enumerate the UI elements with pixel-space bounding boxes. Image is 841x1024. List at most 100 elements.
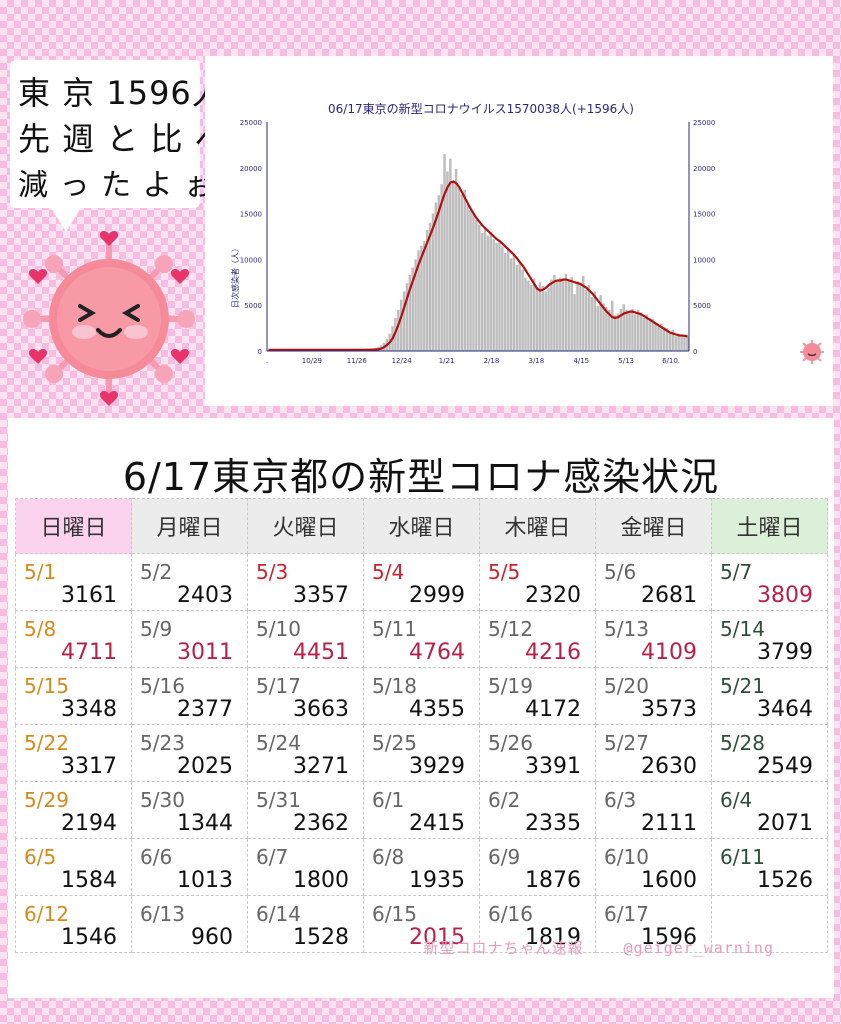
x-tick-label: . (266, 357, 268, 365)
y-tick-label-left: 25000 (240, 119, 262, 127)
bar (535, 288, 539, 351)
cell-value: 4355 (409, 697, 465, 722)
bar (544, 291, 547, 351)
day-cell: 6/5 1584 (15, 838, 132, 896)
bar (573, 294, 576, 351)
x-tick-label: 2/18 (484, 357, 500, 365)
bar (446, 171, 449, 351)
day-cell: 5/25 3929 (363, 724, 480, 782)
bar (506, 248, 510, 351)
cell-value: 3357 (293, 583, 349, 608)
cell-date: 5/28 (720, 731, 765, 755)
bubble-line-1: 東 京 1596人 (18, 74, 225, 112)
bar (495, 242, 498, 351)
bar (509, 258, 513, 351)
cell-date: 6/12 (24, 902, 69, 926)
day-cell: 6/2 2335 (479, 781, 596, 839)
chart-axes (266, 122, 690, 352)
bar (541, 285, 545, 351)
bar (610, 300, 614, 351)
day-cell: 6/4 2071 (711, 781, 828, 839)
header-wednesday: 水曜日 (363, 498, 480, 554)
footer-brand: 新型コロナちゃん速報 (423, 939, 584, 957)
y-tick-label-left: 0 (258, 348, 262, 356)
bar (674, 336, 678, 351)
bar (428, 222, 432, 351)
bar (639, 312, 643, 351)
cell-date: 5/12 (488, 617, 533, 641)
bar (602, 303, 605, 351)
bar (454, 168, 458, 351)
cell-value: 1800 (293, 868, 349, 893)
day-cell: 5/26 3391 (479, 724, 596, 782)
day-cell: 6/7 1800 (247, 838, 364, 896)
bar (402, 291, 406, 351)
cell-date: 5/2 (140, 560, 173, 584)
bar (634, 314, 637, 351)
day-cell: 5/3 3357 (247, 553, 364, 611)
x-tick-label: 5/13 (618, 357, 634, 365)
day-cell: 6/1 2415 (363, 781, 480, 839)
header-saturday: 土曜日 (711, 498, 828, 554)
bar (662, 327, 666, 351)
cell-value: 1584 (61, 868, 117, 893)
bar (483, 227, 487, 351)
day-cell: 5/18 4355 (363, 667, 480, 725)
cell-date: 5/29 (24, 788, 69, 812)
cell-value: 2071 (757, 811, 813, 836)
day-cell: 6/11 1526 (711, 838, 828, 896)
bar (550, 279, 553, 351)
chart-ylabel: 日次感染者（人） (230, 244, 240, 308)
cell-date: 5/6 (604, 560, 637, 584)
bar (480, 232, 484, 351)
day-cell: 5/1 3161 (15, 553, 132, 611)
cell-date: 5/26 (488, 731, 533, 755)
header-monday: 月曜日 (131, 498, 248, 554)
cell-date: 5/3 (256, 560, 289, 584)
week-row: 5/22 3317 5/23 2025 5/24 3271 5/25 3929 5/26 3391… (15, 724, 828, 782)
day-cell: 5/15 3348 (15, 667, 132, 725)
cell-value: 3391 (525, 754, 581, 779)
day-cell: 5/24 3271 (247, 724, 364, 782)
y-tick-label-right: 25000 (693, 119, 715, 127)
bar (587, 285, 591, 351)
moving-average-line (268, 180, 688, 351)
cell-value: 1344 (177, 811, 233, 836)
y-tick-label-right: 10000 (693, 256, 715, 264)
week-row: 5/8 4711 5/9 3011 5/10 4451 5/11 4764 5/12 4216 5/… (15, 610, 828, 668)
day-cell: 5/4 2999 (363, 553, 480, 611)
y-tick-label-right: 0 (693, 348, 697, 356)
day-cell: 5/28 2549 (711, 724, 828, 782)
cell-date: 5/23 (140, 731, 185, 755)
bar (492, 239, 495, 351)
x-tick-label: 10/29 (302, 357, 322, 365)
day-cell: 5/2 2403 (131, 553, 248, 611)
bar (515, 264, 519, 351)
bar (642, 318, 646, 351)
cell-date: 5/16 (140, 674, 185, 698)
bar (596, 306, 599, 351)
cell-date: 6/3 (604, 788, 637, 812)
cell-date: 5/19 (488, 674, 533, 698)
cell-date: 6/8 (372, 845, 405, 869)
week-row: 5/15 3348 5/16 2377 5/17 3663 5/18 4355 5/19 4172… (15, 667, 828, 725)
bar (431, 213, 435, 351)
bar (677, 333, 680, 351)
cell-date: 6/14 (256, 902, 301, 926)
bar (440, 184, 443, 351)
cell-value: 2630 (641, 754, 697, 779)
bubble-line-2: 先 週 と 比 べ (18, 120, 228, 158)
bar (631, 308, 634, 351)
bar (558, 277, 562, 351)
day-cell: 5/31 2362 (247, 781, 364, 839)
bar (434, 202, 438, 351)
week-row: 5/29 2194 5/30 1344 5/31 2362 6/1 2415 6/2 2335 6/… (15, 781, 828, 839)
bar (478, 224, 481, 351)
day-cell: 5/5 2320 (479, 553, 596, 611)
cell-value: 2362 (293, 811, 349, 836)
cell-value: 2015 (409, 925, 465, 950)
bar (451, 181, 455, 351)
y-tick-label-right: 15000 (693, 211, 715, 219)
cell-date: 6/2 (488, 788, 521, 812)
bar (443, 154, 446, 351)
